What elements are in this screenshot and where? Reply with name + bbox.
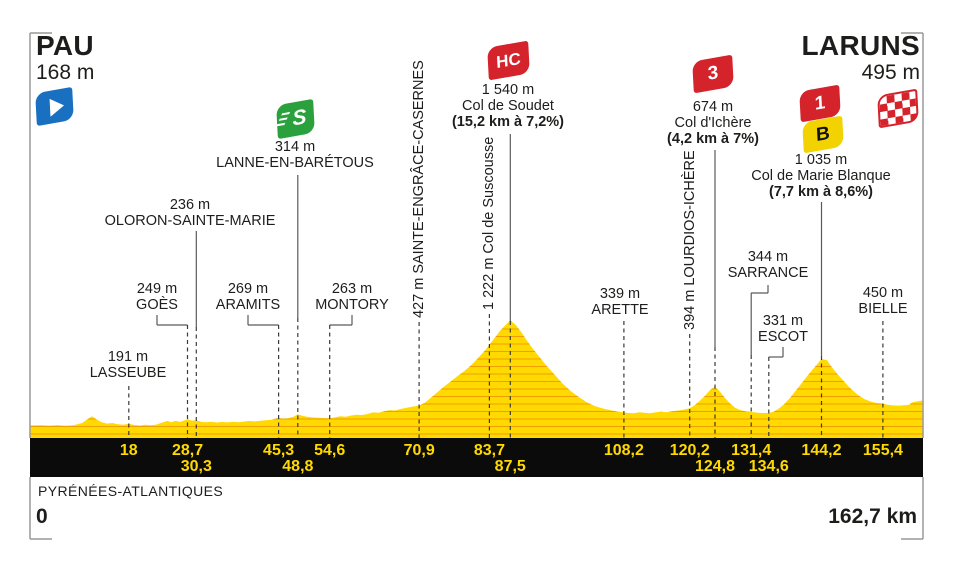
location-altitude: 191 m bbox=[107, 349, 149, 365]
location-label-goes: 249 m GOÈS bbox=[136, 281, 178, 313]
axis-tick-30-3: 30,3 bbox=[180, 458, 212, 475]
axis-tick-54-6: 54,6 bbox=[314, 442, 346, 459]
distance-axis-bar bbox=[30, 438, 923, 477]
location-name: BIELLE bbox=[858, 301, 908, 317]
finish-city-name: LARUNS bbox=[801, 30, 920, 61]
location-name: LASSEUBE bbox=[89, 365, 167, 381]
marker-line-sarrance bbox=[750, 285, 769, 438]
axis-tick-83-7: 83,7 bbox=[473, 442, 505, 459]
axis-tick-120-2: 120,2 bbox=[669, 442, 710, 459]
marker-lines bbox=[128, 134, 884, 438]
location-altitude: 344 m bbox=[747, 249, 789, 265]
location-name: ESCOT bbox=[758, 329, 808, 345]
location-altitude: 263 m bbox=[331, 281, 373, 297]
location-label-arette: 339 m ARETTE bbox=[591, 286, 648, 318]
location-name: ARETTE bbox=[591, 302, 649, 318]
climb-gradient: (15,2 km à 7,2%) bbox=[451, 114, 565, 130]
location-label-montory: 263 m MONTORY bbox=[315, 281, 389, 313]
location-name: Col de Soudet bbox=[462, 98, 554, 114]
climb-gradient: (4,2 km à 7%) bbox=[667, 131, 759, 147]
location-label-lasseube: 191 m LASSEUBE bbox=[90, 349, 167, 381]
location-name: SARRANCE bbox=[727, 265, 809, 281]
marker-line-goes bbox=[156, 315, 189, 438]
location-name: OLORON-SAINTE-MARIE bbox=[104, 213, 276, 229]
location-altitude: 331 m bbox=[762, 313, 804, 329]
sprint-speedlines-glyph bbox=[281, 111, 291, 116]
location-altitude: 450 m bbox=[862, 285, 904, 301]
marker-line-montory bbox=[329, 315, 353, 438]
location-label-sainte-engrace-casernes: 427 m SAINTE-ENGRÂCE-CASERNES bbox=[411, 60, 428, 318]
location-altitude: 236 m bbox=[169, 197, 211, 213]
location-label-sarrance: 344 m SARRANCE bbox=[728, 249, 809, 281]
location-label-lourdios-ichere: 394 m LOURDIOS-ICHÈRE bbox=[681, 150, 698, 330]
location-name: Col de Marie Blanque bbox=[751, 168, 891, 184]
axis-tick-124-8: 124,8 bbox=[694, 458, 735, 475]
location-name: ARAMITS bbox=[215, 297, 281, 313]
axis-tick-45-3: 45,3 bbox=[263, 442, 295, 459]
marker-line-escot bbox=[768, 347, 784, 438]
location-label-escot: 331 m ESCOT bbox=[758, 313, 808, 345]
location-altitude: 1 035 m bbox=[794, 152, 848, 168]
location-label-bielle: 450 m BIELLE bbox=[858, 285, 907, 317]
location-altitude: 339 m bbox=[599, 286, 641, 302]
location-altitude: 1 540 m bbox=[481, 82, 535, 98]
axis-tick-48-8: 48,8 bbox=[282, 458, 314, 475]
axis-tick-28-7: 28,7 bbox=[171, 442, 204, 459]
axis-tick-108-2: 108,2 bbox=[603, 442, 644, 459]
region-label: PYRÉNÉES-ATLANTIQUES bbox=[38, 483, 224, 499]
start-city-name: PAU bbox=[36, 30, 94, 61]
total-distance-label: 162,7 km bbox=[828, 505, 917, 528]
location-altitude: 314 m bbox=[274, 139, 316, 155]
location-name: MONTORY bbox=[315, 297, 389, 313]
location-label-col-de-soudet: 1 540 m Col de Soudet (15,2 km à 7,2%) bbox=[452, 82, 564, 130]
location-label-col-d-ichere: 674 m Col d'Ichère (4,2 km à 7%) bbox=[667, 99, 759, 147]
sprint-letter: S bbox=[291, 105, 308, 131]
axis-tick-144-2: 144,2 bbox=[801, 442, 842, 459]
location-name: GOÈS bbox=[136, 297, 178, 313]
axis-tick-155-4: 155,4 bbox=[862, 442, 903, 459]
location-label-oloron-sainte-marie: 236 m OLORON-SAINTE-MARIE bbox=[105, 197, 276, 229]
start-km-label: 0 bbox=[36, 505, 48, 528]
chart-frame bbox=[29, 32, 924, 540]
location-label-aramits: 269 m ARAMITS bbox=[216, 281, 280, 313]
location-altitude: 269 m bbox=[227, 281, 269, 297]
location-name: Col d'Ichère bbox=[674, 115, 752, 131]
route-profile-area bbox=[30, 320, 923, 438]
finish-city-altitude: 495 m bbox=[861, 61, 920, 84]
location-label-col-de-marie-blanque: 1 035 m Col de Marie Blanque (7,7 km à 8,6… bbox=[751, 152, 890, 200]
axis-tick-18: 18 bbox=[119, 442, 138, 459]
climb-gradient: (7,7 km à 8,6%) bbox=[769, 184, 873, 200]
axis-tick-131-4: 131,4 bbox=[731, 442, 772, 459]
axis-tick-70-9: 70,9 bbox=[403, 442, 435, 459]
start-city-altitude: 168 m bbox=[36, 61, 95, 84]
start-triangle-glyph bbox=[49, 95, 64, 117]
axis-tick-87-5: 87,5 bbox=[494, 458, 526, 475]
location-label-col-de-suscousse: 1 222 m Col de Suscousse bbox=[481, 136, 498, 310]
location-altitude: 249 m bbox=[136, 281, 178, 297]
axis-tick-134-6: 134,6 bbox=[748, 458, 789, 475]
location-label-lanne-en-baretous: 314 m LANNE-EN-BARÉTOUS bbox=[216, 139, 374, 171]
marker-line-aramits bbox=[247, 315, 280, 438]
location-altitude: 674 m bbox=[692, 99, 734, 115]
location-name: LANNE-EN-BARÉTOUS bbox=[216, 155, 374, 171]
